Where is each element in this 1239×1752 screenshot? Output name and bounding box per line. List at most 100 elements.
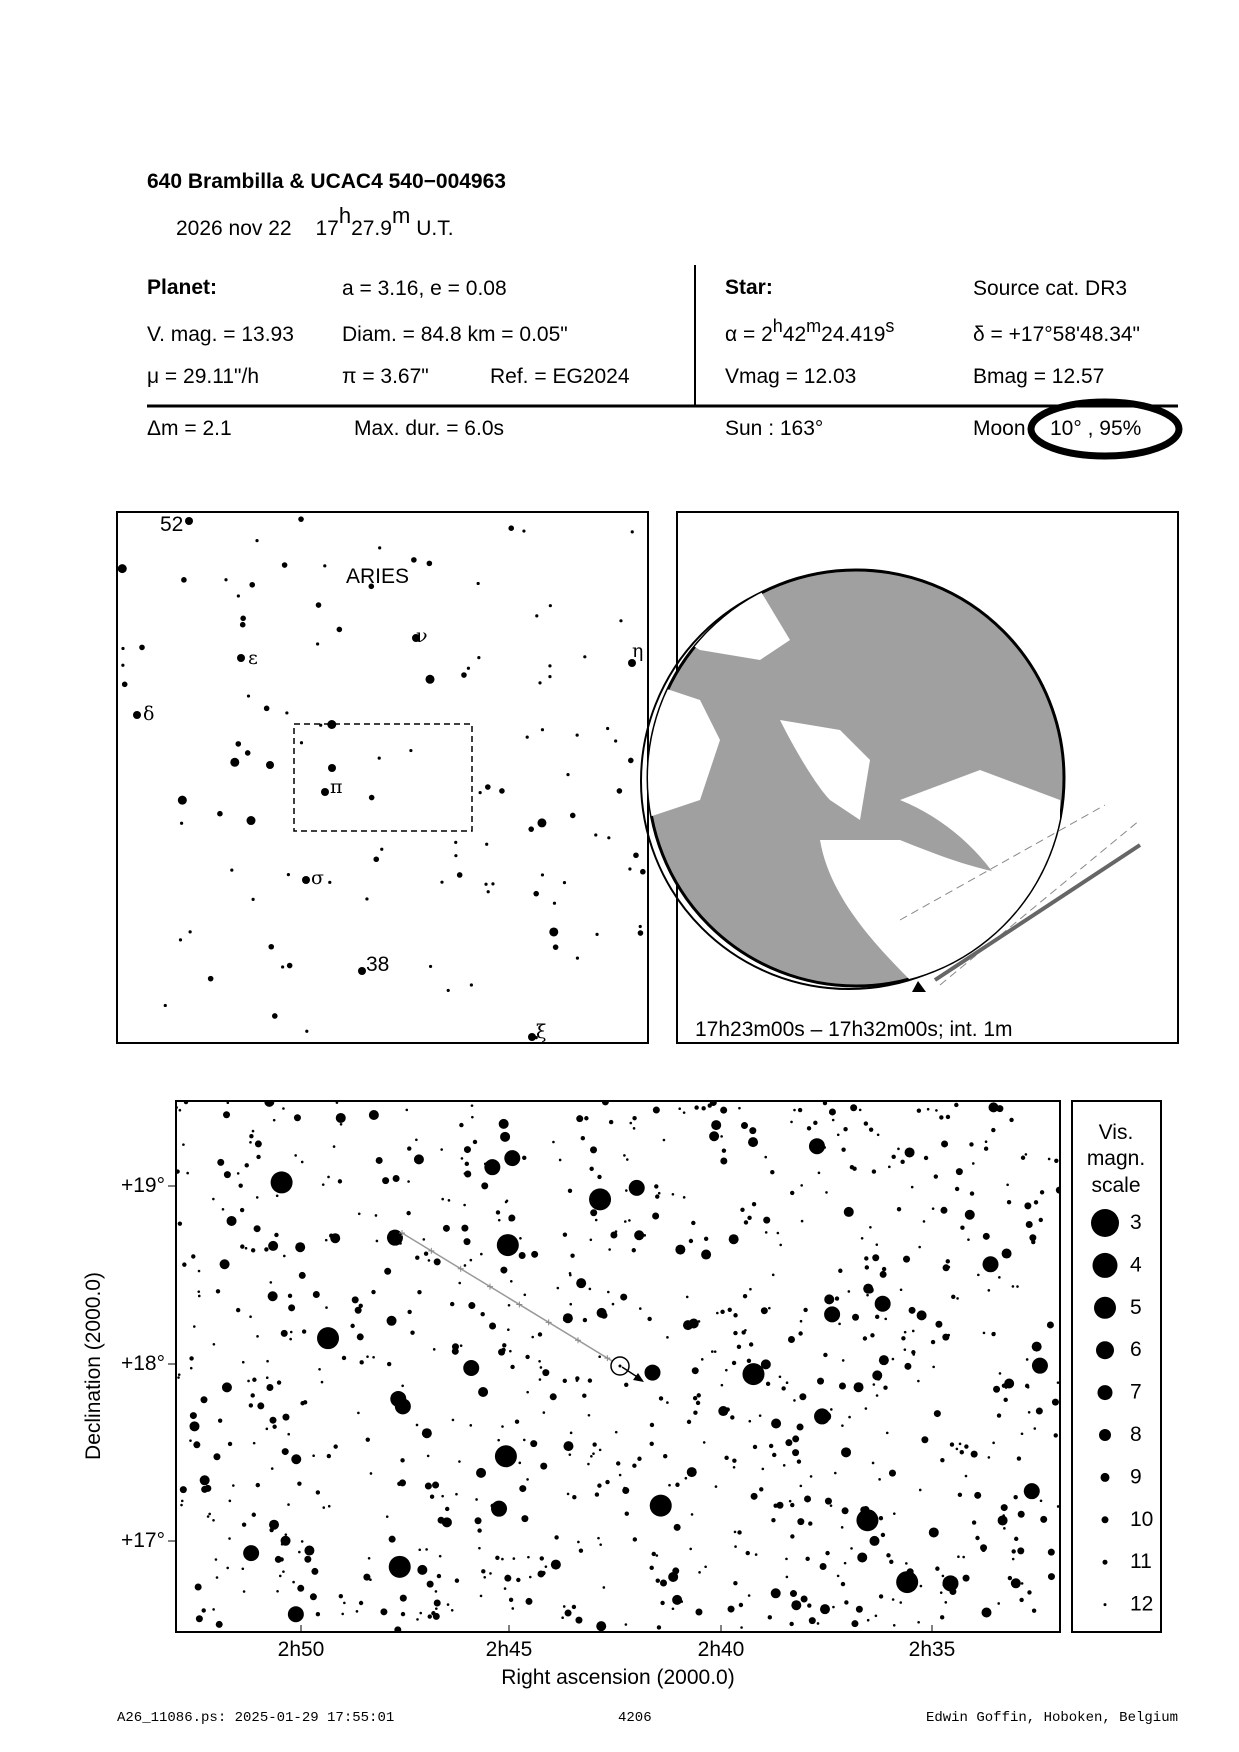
magnitude-drop: Δm = 2.1 xyxy=(147,417,232,440)
finder-star xyxy=(528,826,535,832)
chart-star xyxy=(450,1301,455,1307)
chart-star xyxy=(278,1574,282,1578)
finder-star xyxy=(236,594,240,598)
chart-star xyxy=(215,1289,221,1294)
finder-star xyxy=(548,675,552,679)
chart-star xyxy=(249,1141,252,1144)
chart-star xyxy=(213,1453,221,1461)
chart-star xyxy=(870,1333,875,1338)
chart-star xyxy=(201,1608,206,1613)
chart-star xyxy=(363,1573,371,1581)
chart-star xyxy=(332,1145,336,1148)
chart-star xyxy=(787,1335,795,1343)
chart-star xyxy=(514,1419,520,1424)
chart-star xyxy=(872,1370,883,1381)
chart-star xyxy=(751,1201,757,1207)
chart-star xyxy=(964,1474,968,1478)
finder-star xyxy=(522,529,526,533)
finder-star xyxy=(316,642,320,646)
chart-star xyxy=(1031,1608,1037,1613)
y-tick-label: +19° xyxy=(121,1174,165,1197)
chart-star xyxy=(841,1507,849,1515)
chart-star xyxy=(266,1383,274,1391)
asteroid-path xyxy=(401,1232,623,1368)
chart-star xyxy=(580,1135,586,1141)
chart-star xyxy=(434,1590,438,1593)
chart-star xyxy=(878,1355,889,1366)
x-tick-label: 2h40 xyxy=(698,1638,745,1661)
chart-star xyxy=(680,1600,684,1603)
chart-star xyxy=(427,1614,432,1619)
chart-star xyxy=(189,1356,194,1361)
chart-star xyxy=(692,1396,698,1401)
chart-star xyxy=(987,1289,991,1292)
planet-ref: Ref. = EG2024 xyxy=(490,365,630,388)
chart-star xyxy=(874,1614,878,1618)
chart-star xyxy=(255,1196,259,1199)
chart-star xyxy=(901,1336,906,1341)
finder-star xyxy=(244,750,251,756)
chart-star xyxy=(226,1215,237,1226)
star-label: σ xyxy=(311,867,324,889)
legend-dot xyxy=(1096,1341,1114,1360)
chart-star xyxy=(944,1601,948,1604)
chart-star xyxy=(671,1192,675,1196)
chart-star xyxy=(632,1537,638,1542)
chart-star xyxy=(716,1311,719,1315)
chart-star xyxy=(799,1484,803,1488)
chart-star xyxy=(577,1540,580,1544)
chart-star xyxy=(789,1621,794,1627)
star-label: δ xyxy=(143,703,154,725)
chart-star xyxy=(874,1295,891,1312)
chart-star xyxy=(686,1467,697,1478)
finder-star xyxy=(566,773,570,777)
chart-star xyxy=(892,1512,896,1515)
chart-star xyxy=(733,1330,738,1336)
finder-star xyxy=(230,868,234,872)
chart-star xyxy=(240,1244,245,1249)
finder-star xyxy=(163,1003,167,1008)
finder-star xyxy=(535,614,539,618)
chart-star xyxy=(760,1307,768,1315)
oceans xyxy=(648,570,1064,986)
chart-star xyxy=(415,1138,418,1142)
finder-star xyxy=(268,943,275,950)
path-time-tick xyxy=(399,1230,405,1236)
chart-star xyxy=(939,1615,945,1620)
chart-star xyxy=(417,1289,422,1295)
chart-star xyxy=(962,1555,965,1559)
chart-star xyxy=(192,1325,196,1328)
chart-star xyxy=(375,1239,379,1243)
chart-star xyxy=(942,1583,946,1587)
chart-star xyxy=(655,1194,660,1199)
chart-frame xyxy=(175,1100,1061,1633)
chart-star xyxy=(850,1104,858,1112)
chart-star xyxy=(623,1486,626,1490)
chart-star xyxy=(997,1602,1000,1605)
chart-star xyxy=(977,1273,980,1277)
chart-star xyxy=(740,1626,743,1629)
chart-star xyxy=(765,1381,771,1387)
chart-star xyxy=(693,1410,698,1415)
chart-star xyxy=(507,1303,511,1307)
chart-star xyxy=(841,1424,844,1427)
chart-star xyxy=(748,1419,752,1423)
chart-star xyxy=(432,1481,440,1489)
chart-star xyxy=(868,1127,874,1132)
chart-star xyxy=(884,1317,888,1321)
chart-star xyxy=(1004,1378,1015,1389)
chart-star xyxy=(350,1323,355,1329)
chart-star xyxy=(649,1494,672,1517)
chart-star xyxy=(605,1479,610,1485)
chart-star xyxy=(186,1171,189,1175)
finder-star xyxy=(637,930,644,936)
chart-star xyxy=(461,1224,469,1232)
chart-star xyxy=(304,1545,315,1556)
chart-star xyxy=(625,1158,629,1161)
chart-star xyxy=(746,1358,752,1363)
chart-star xyxy=(556,1286,560,1290)
chart-star xyxy=(923,1155,929,1161)
chart-star xyxy=(301,1329,307,1334)
chart-star xyxy=(720,1135,723,1138)
finder-chart: ARIES 52 ν ε η δ π σ 38 ξ xyxy=(116,511,649,1044)
